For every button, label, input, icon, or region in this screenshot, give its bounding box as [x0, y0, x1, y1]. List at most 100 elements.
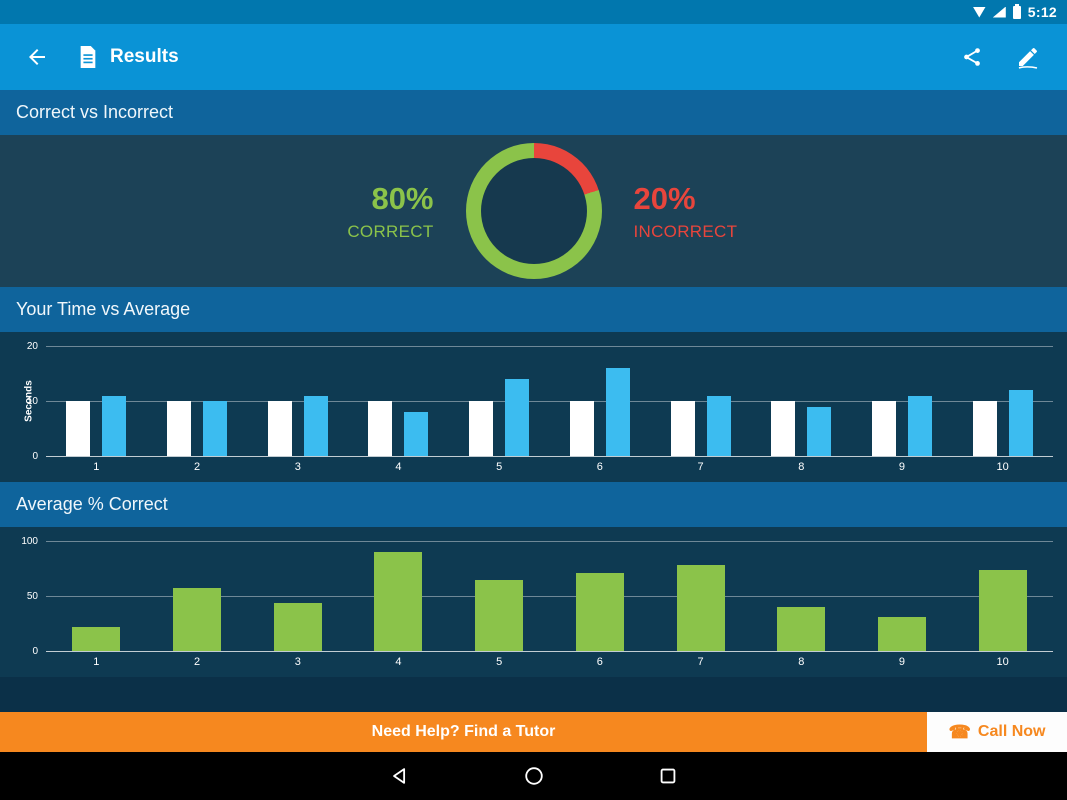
- chart-gridlines: [46, 346, 1053, 457]
- android-nav-bar: [0, 752, 1067, 800]
- x-tick-label: 10: [996, 656, 1009, 668]
- signal-icon: [992, 6, 1006, 18]
- x-tick-label: 2: [193, 461, 201, 473]
- bar-group: [147, 346, 248, 456]
- x-tick-label: 3: [294, 656, 301, 668]
- donut-panel: 80% CORRECT 20% INCORRECT: [0, 135, 1067, 287]
- find-tutor-button[interactable]: Need Help? Find a Tutor: [0, 712, 927, 752]
- content-footer-spacer: [0, 677, 1067, 712]
- bar-group: [449, 346, 550, 456]
- find-tutor-label: Need Help? Find a Tutor: [371, 723, 556, 740]
- bar-average: [605, 368, 630, 456]
- bar-your-time: [167, 401, 192, 456]
- y-tick-label: 100: [21, 536, 38, 547]
- x-tick-label: 5: [496, 656, 503, 668]
- share-button[interactable]: [955, 40, 989, 74]
- back-button[interactable]: [22, 42, 52, 72]
- bar-group: [650, 541, 751, 651]
- bar-average-correct: [72, 626, 121, 651]
- x-tick-label: 8: [798, 461, 805, 473]
- average-percent-correct-chart: 0 50 100 1 2 3 4 5 6 7 8 9 10: [0, 527, 1067, 677]
- incorrect-label: INCORRECT: [633, 221, 738, 241]
- x-tick-label: 4: [395, 461, 402, 473]
- correct-stat: 80% CORRECT: [284, 180, 434, 242]
- incorrect-stat: 20% INCORRECT: [634, 181, 784, 242]
- time-vs-average-chart: Seconds 0 10 20 1 2 3 4 5 6 7 8 9 10: [0, 332, 1067, 482]
- x-axis-labels: 1 2 3 4 5 6 7 8 9 10: [46, 656, 1053, 668]
- wifi-icon: [972, 6, 986, 18]
- nav-home-icon: [524, 767, 543, 785]
- x-tick-label: 6: [596, 461, 603, 473]
- bar-your-time: [670, 401, 695, 456]
- x-tick-label: 7: [697, 656, 704, 668]
- section-header-average-percent-correct: Average % Correct: [0, 482, 1067, 527]
- call-now-button[interactable]: ☎ Call Now: [927, 712, 1067, 752]
- x-tick-label: 3: [294, 461, 301, 473]
- x-axis-labels: 1 2 3 4 5 6 7 8 9 10: [46, 461, 1053, 473]
- bar-average-correct: [978, 569, 1027, 651]
- pen-button[interactable]: [1011, 40, 1045, 74]
- document-icon: [78, 46, 98, 68]
- bar-average: [807, 406, 832, 456]
- call-now-label: Call Now: [977, 723, 1046, 740]
- chart-bars: [46, 541, 1053, 651]
- bar-your-time: [972, 401, 997, 456]
- x-tick-label: 9: [898, 461, 906, 473]
- section-header-time-vs-average: Your Time vs Average: [0, 287, 1067, 332]
- bar-average: [505, 379, 530, 456]
- bar-group: [46, 346, 147, 456]
- bar-group: [852, 541, 953, 651]
- y-tick-label: 50: [26, 591, 38, 602]
- gridline: [46, 596, 1053, 597]
- bar-average: [203, 401, 228, 456]
- correct-percentage: 80%: [371, 180, 434, 216]
- nav-home-button[interactable]: [521, 763, 547, 789]
- bar-average-correct: [374, 552, 423, 651]
- x-tick-label: 7: [697, 461, 704, 473]
- correct-label: CORRECT: [347, 221, 434, 241]
- bar-average: [404, 412, 429, 456]
- call-icon: ☎: [948, 722, 971, 742]
- x-tick-label: 9: [898, 656, 906, 668]
- x-tick-label: 5: [496, 461, 503, 473]
- bar-average-correct: [676, 565, 725, 651]
- section-header-correct-vs-incorrect: Correct vs Incorrect: [0, 90, 1067, 135]
- bar-average: [706, 395, 731, 456]
- help-banner: Need Help? Find a Tutor ☎ Call Now: [0, 712, 1067, 752]
- bar-your-time: [569, 401, 594, 456]
- x-tick-label: 2: [193, 656, 201, 668]
- bar-group: [147, 541, 248, 651]
- bar-group: [247, 541, 348, 651]
- app-bar: Results: [0, 24, 1067, 90]
- bar-average-correct: [475, 579, 524, 651]
- gridline: [46, 651, 1053, 652]
- pen-icon: [1018, 48, 1038, 69]
- clock-text: 5:12: [1027, 4, 1057, 20]
- y-tick-label: 0: [32, 646, 38, 657]
- bar-average-correct: [877, 616, 926, 651]
- bar-average-correct: [273, 602, 322, 651]
- bar-your-time: [66, 401, 91, 456]
- incorrect-percentage: 20%: [633, 180, 696, 216]
- back-arrow-icon: [29, 49, 45, 65]
- share-icon: [964, 48, 980, 66]
- bar-group: [751, 346, 852, 456]
- nav-recents-icon: [660, 768, 675, 784]
- x-tick-label: 8: [798, 656, 805, 668]
- bar-average: [102, 395, 127, 456]
- x-tick-label: 4: [395, 656, 402, 668]
- bar-group: [348, 346, 449, 456]
- chart-plot-area: Seconds 0 10 20: [23, 341, 1053, 462]
- bar-group: [348, 541, 449, 651]
- bar-group: [751, 541, 852, 651]
- nav-back-button[interactable]: [387, 763, 413, 789]
- bar-your-time: [771, 401, 796, 456]
- x-tick-label: 1: [93, 656, 100, 668]
- y-tick-label: 10: [26, 396, 38, 407]
- x-tick-label: 1: [93, 461, 100, 473]
- chart-plot-area: 0 50 100: [21, 536, 1053, 657]
- nav-recents-button[interactable]: [655, 763, 681, 789]
- chart-bars: [46, 346, 1053, 456]
- bar-average: [1008, 390, 1033, 456]
- bar-your-time: [368, 401, 393, 456]
